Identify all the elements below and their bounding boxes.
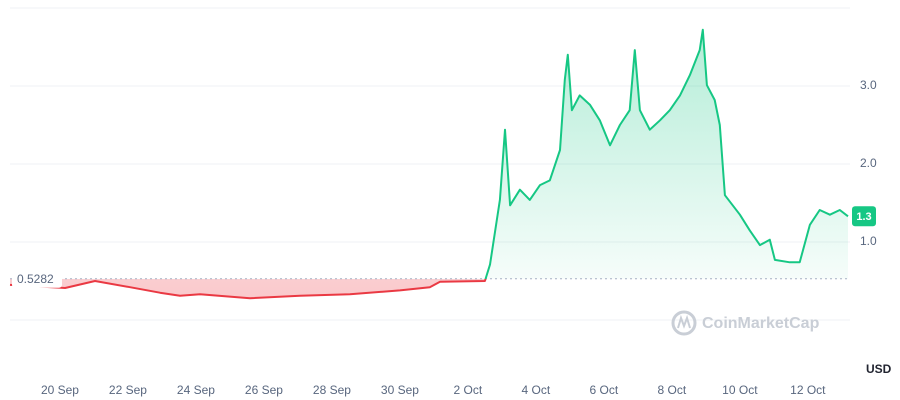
- baseline-tag: [12, 269, 62, 288]
- x-tick-label: 8 Oct: [658, 383, 687, 397]
- watermark: CoinMarketCap: [671, 310, 820, 336]
- x-tick-label: 4 Oct: [522, 383, 551, 397]
- watermark-text: CoinMarketCap: [702, 315, 820, 332]
- x-tick-label: 28 Sep: [313, 383, 351, 397]
- y-tick-label: 3.0: [860, 78, 877, 92]
- x-tick-label: 2 Oct: [454, 383, 483, 397]
- currency-label: USD: [866, 362, 892, 376]
- x-tick-label: 24 Sep: [177, 383, 215, 397]
- baseline-label: 0.5282: [17, 272, 54, 286]
- x-tick-label: 26 Sep: [245, 383, 283, 397]
- price-tag: [852, 206, 876, 227]
- watermark-logo-m: [677, 314, 691, 329]
- y-tick-label: 1.0: [860, 234, 877, 248]
- watermark-logo: [671, 310, 697, 336]
- x-tick-label: 10 Oct: [722, 383, 758, 397]
- x-tick-label: 12 Oct: [790, 383, 826, 397]
- y-tick-label: 2.0: [860, 156, 877, 170]
- x-tick-label: 30 Sep: [381, 383, 419, 397]
- x-tick-label: 6 Oct: [590, 383, 619, 397]
- x-tick-label: 20 Sep: [41, 383, 79, 397]
- price-line: [9, 28, 849, 300]
- price-tag-label: 1.3: [856, 211, 871, 223]
- x-tick-label: 22 Sep: [109, 383, 147, 397]
